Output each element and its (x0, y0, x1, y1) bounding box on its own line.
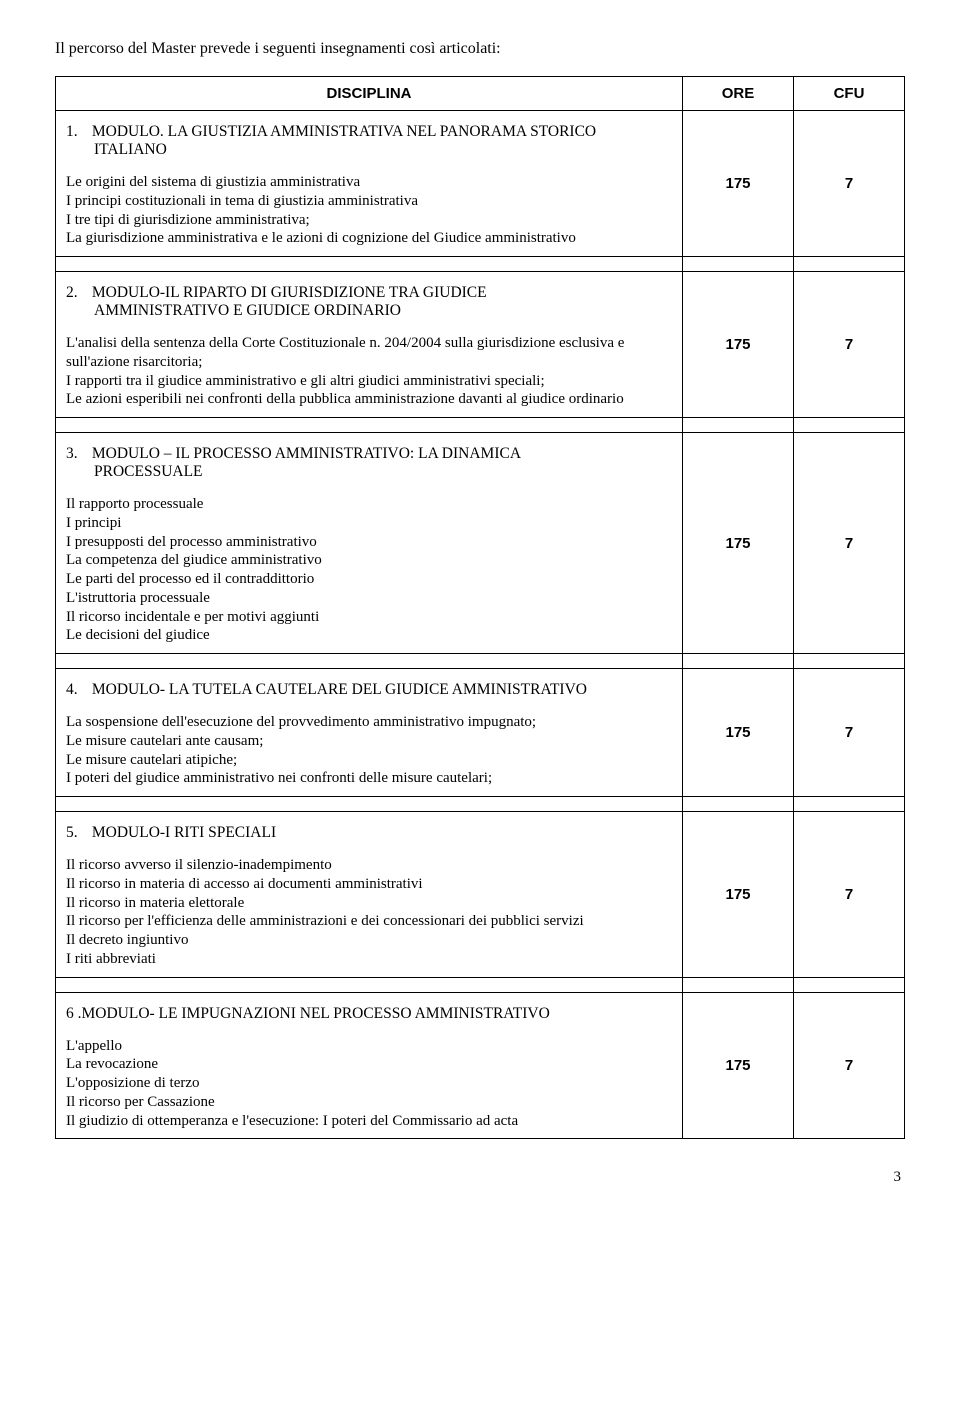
cfu-cell: 7 (794, 433, 905, 654)
desc-line: I presupposti del processo amministrativ… (66, 533, 672, 552)
desc-line: Le misure cautelari atipiche; (66, 751, 672, 770)
spacer-row (56, 654, 905, 669)
module-name-line1: MODULO-IL RIPARTO DI GIURISDIZIONE TRA G… (92, 284, 487, 301)
module-name-line2: AMMINISTRATIVO E GIUDICE ORDINARIO (94, 302, 401, 319)
module-cell: 3. MODULO – IL PROCESSO AMMINISTRATIVO: … (56, 433, 683, 654)
module-title: 1. MODULO. LA GIUSTIZIA AMMINISTRATIVA N… (66, 123, 672, 159)
table-row: 3. MODULO – IL PROCESSO AMMINISTRATIVO: … (56, 433, 905, 654)
desc-line: Le misure cautelari ante causam; (66, 732, 672, 751)
page-number: 3 (55, 1169, 905, 1186)
module-cell: 1. MODULO. LA GIUSTIZIA AMMINISTRATIVA N… (56, 111, 683, 257)
desc-line: Il ricorso avverso il silenzio-inadempim… (66, 856, 672, 875)
ore-cell: 175 (683, 992, 794, 1139)
module-number: 6 (66, 1005, 74, 1022)
desc-line: I tre tipi di giurisdizione amministrati… (66, 211, 672, 230)
desc-line: Le origini del sistema di giustizia ammi… (66, 173, 672, 192)
ore-cell: 175 (683, 669, 794, 797)
header-row: DISCIPLINA ORE CFU (56, 77, 905, 111)
desc-line: Il ricorso per Cassazione (66, 1093, 672, 1112)
desc-line: Il ricorso in materia di accesso ai docu… (66, 875, 672, 894)
module-desc: L'appello La revocazione L'opposizione d… (66, 1037, 672, 1131)
module-title: 4. MODULO- LA TUTELA CAUTELARE DEL GIUDI… (66, 681, 672, 699)
module-number: 1. (66, 123, 88, 141)
ore-cell: 175 (683, 812, 794, 978)
module-name-line2: ITALIANO (94, 141, 167, 158)
module-number: 2. (66, 284, 88, 302)
module-name-line1: MODULO. LA GIUSTIZIA AMMINISTRATIVA NEL … (92, 123, 596, 140)
header-cfu: CFU (794, 77, 905, 111)
desc-line: Il ricorso per l'efficienza delle ammini… (66, 912, 672, 931)
module-name-line1: MODULO-I RITI SPECIALI (92, 824, 276, 841)
module-cell: 4. MODULO- LA TUTELA CAUTELARE DEL GIUDI… (56, 669, 683, 797)
desc-line: Il decreto ingiuntivo (66, 931, 672, 950)
module-title: 2. MODULO-IL RIPARTO DI GIURISDIZIONE TR… (66, 284, 672, 320)
cfu-cell: 7 (794, 992, 905, 1139)
spacer-row (56, 797, 905, 812)
desc-line: L'analisi della sentenza della Corte Cos… (66, 334, 672, 372)
desc-line: Il ricorso in materia elettorale (66, 894, 672, 913)
desc-line: I poteri del giudice amministrativo nei … (66, 769, 672, 788)
desc-line: Le parti del processo ed il contradditto… (66, 570, 672, 589)
cfu-cell: 7 (794, 111, 905, 257)
module-desc: Il rapporto processuale I principi I pre… (66, 495, 672, 645)
table-row: 6 .MODULO- LE IMPUGNAZIONI NEL PROCESSO … (56, 992, 905, 1139)
desc-line: I riti abbreviati (66, 950, 672, 969)
module-desc: L'analisi della sentenza della Corte Cos… (66, 334, 672, 409)
module-number: 4. (66, 681, 88, 699)
module-cell: 6 .MODULO- LE IMPUGNAZIONI NEL PROCESSO … (56, 992, 683, 1139)
module-number: 3. (66, 445, 88, 463)
header-ore: ORE (683, 77, 794, 111)
desc-line: Il giudizio di ottemperanza e l'esecuzio… (66, 1112, 672, 1131)
desc-line: L'appello (66, 1037, 672, 1056)
desc-line: L'opposizione di terzo (66, 1074, 672, 1093)
desc-line: I principi costituzionali in tema di giu… (66, 192, 672, 211)
module-title: 6 .MODULO- LE IMPUGNAZIONI NEL PROCESSO … (66, 1005, 672, 1023)
module-name-line1: MODULO – IL PROCESSO AMMINISTRATIVO: LA … (92, 445, 521, 462)
module-name-line1: MODULO- LA TUTELA CAUTELARE DEL GIUDICE … (92, 681, 587, 698)
module-desc: Le origini del sistema di giustizia ammi… (66, 173, 672, 248)
module-cell: 5. MODULO-I RITI SPECIALI Il ricorso avv… (56, 812, 683, 978)
ore-cell: 175 (683, 272, 794, 418)
desc-line: La competenza del giudice amministrativo (66, 551, 672, 570)
desc-line: Il ricorso incidentale e per motivi aggi… (66, 608, 672, 627)
module-cell: 2. MODULO-IL RIPARTO DI GIURISDIZIONE TR… (56, 272, 683, 418)
intro-text: Il percorso del Master prevede i seguent… (55, 40, 905, 58)
ore-cell: 175 (683, 433, 794, 654)
desc-line: La revocazione (66, 1055, 672, 1074)
desc-line: Le decisioni del giudice (66, 626, 672, 645)
desc-line: La sospensione dell'esecuzione del provv… (66, 713, 672, 732)
module-title: 5. MODULO-I RITI SPECIALI (66, 824, 672, 842)
spacer-row (56, 977, 905, 992)
desc-line: I principi (66, 514, 672, 533)
module-desc: La sospensione dell'esecuzione del provv… (66, 713, 672, 788)
spacer-row (56, 257, 905, 272)
cfu-cell: 7 (794, 812, 905, 978)
ore-cell: 175 (683, 111, 794, 257)
desc-line: Il rapporto processuale (66, 495, 672, 514)
table-row: 1. MODULO. LA GIUSTIZIA AMMINISTRATIVA N… (56, 111, 905, 257)
cfu-cell: 7 (794, 272, 905, 418)
spacer-row (56, 418, 905, 433)
module-number: 5. (66, 824, 88, 842)
desc-line: I rapporti tra il giudice amministrativo… (66, 372, 672, 391)
desc-line: La giurisdizione amministrativa e le azi… (66, 229, 672, 248)
modules-table: DISCIPLINA ORE CFU 1. MODULO. LA GIUSTIZ… (55, 76, 905, 1139)
module-title: 3. MODULO – IL PROCESSO AMMINISTRATIVO: … (66, 445, 672, 481)
cfu-cell: 7 (794, 669, 905, 797)
table-row: 5. MODULO-I RITI SPECIALI Il ricorso avv… (56, 812, 905, 978)
table-row: 4. MODULO- LA TUTELA CAUTELARE DEL GIUDI… (56, 669, 905, 797)
desc-line: L'istruttoria processuale (66, 589, 672, 608)
module-name-line1: .MODULO- LE IMPUGNAZIONI NEL PROCESSO AM… (78, 1005, 550, 1022)
module-desc: Il ricorso avverso il silenzio-inadempim… (66, 856, 672, 969)
desc-line: Le azioni esperibili nei confronti della… (66, 390, 672, 409)
header-disciplina: DISCIPLINA (56, 77, 683, 111)
table-row: 2. MODULO-IL RIPARTO DI GIURISDIZIONE TR… (56, 272, 905, 418)
module-name-line2: PROCESSUALE (94, 463, 203, 480)
